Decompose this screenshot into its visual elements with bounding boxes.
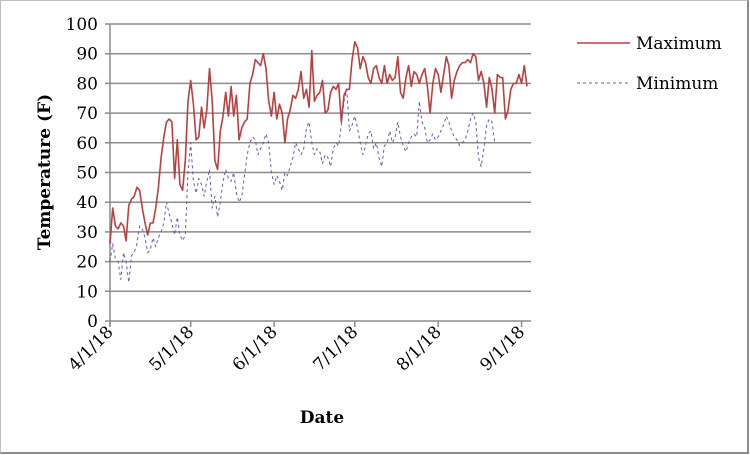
y-tick-label: 30 [76,223,98,243]
y-tick-label: 40 [76,193,98,213]
legend-item-minimum: Minimum [577,74,718,94]
y-tick-label: 80 [76,74,98,94]
x-tick-label: 5/1/18 [145,322,198,375]
y-axis-title: Temperature (F) [35,94,55,250]
y-tick-label: 0 [87,312,98,332]
x-axis: 4/1/18 5/1/18 6/1/18 7/1/18 8/1/18 9/1/18 [65,321,529,375]
y-tick-label: 20 [76,253,98,273]
data-series [109,40,528,283]
series-line-minimum [109,88,496,283]
x-tick-label: 6/1/18 [229,322,282,375]
y-tick-label: 10 [76,282,98,302]
x-axis-title: Date [300,408,345,428]
y-axis-tick-labels: 0 10 20 30 40 50 60 70 80 90 100 [66,15,98,332]
legend-item-maximum: Maximum [577,34,722,54]
y-tick-label: 100 [66,15,98,35]
legend-label-maximum: Maximum [636,34,722,54]
y-tick-label: 60 [76,134,98,154]
x-tick-label: 9/1/18 [476,322,529,375]
series-line-maximum [109,40,528,244]
y-tick-label: 50 [76,164,98,184]
legend-label-minimum: Minimum [636,74,718,94]
y-tick-label: 70 [76,104,98,124]
gridlines [105,23,531,326]
x-tick-label: 8/1/18 [393,322,446,375]
y-tick-label: 90 [76,45,98,65]
x-tick-label: 7/1/18 [309,322,362,375]
legend: Maximum Minimum [577,34,722,94]
